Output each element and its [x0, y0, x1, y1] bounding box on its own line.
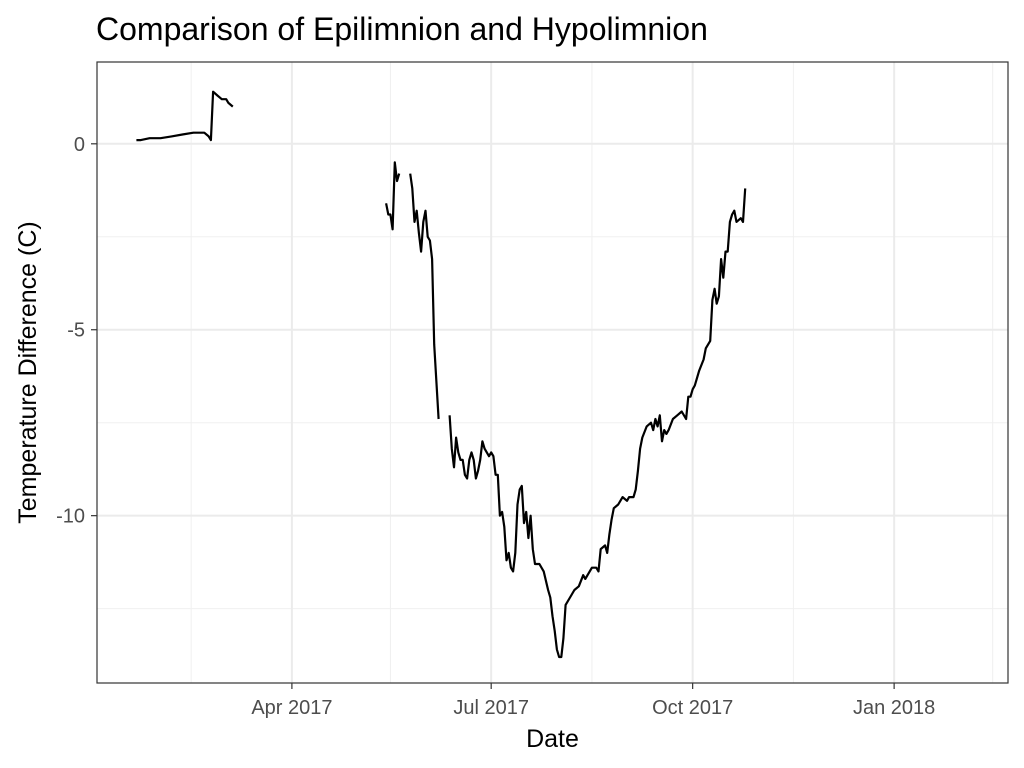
y-tick-label: -10: [56, 506, 85, 528]
data-series: [136, 90, 747, 659]
x-tick-label: Oct 2017: [652, 697, 733, 719]
major-gridlines: [97, 62, 1008, 683]
plot-border: [96, 61, 1009, 684]
y-axis-title: Temperature Difference (C): [14, 221, 42, 523]
x-tick-label: Jan 2018: [853, 697, 935, 719]
y-tick-label: -5: [67, 320, 85, 342]
series-line-segment: [409, 173, 440, 420]
x-tick-label: Apr 2017: [251, 697, 332, 719]
chart-title: Comparison of Epilimnion and Hypolimnion: [96, 11, 708, 47]
plot-panel: [97, 62, 1008, 683]
x-axis-title: Date: [526, 725, 579, 753]
series-line-segment: [448, 188, 747, 659]
x-axis: Apr 2017 Jul 2017 Oct 2017 Jan 2018: [251, 683, 935, 719]
y-tick-label: 0: [74, 134, 85, 156]
series-line-segment: [136, 90, 234, 142]
y-axis: 0 -5 -10: [56, 134, 97, 528]
x-tick-label: Jul 2017: [453, 697, 529, 719]
series-line-segment: [385, 161, 401, 231]
minor-gridlines: [97, 62, 1008, 683]
